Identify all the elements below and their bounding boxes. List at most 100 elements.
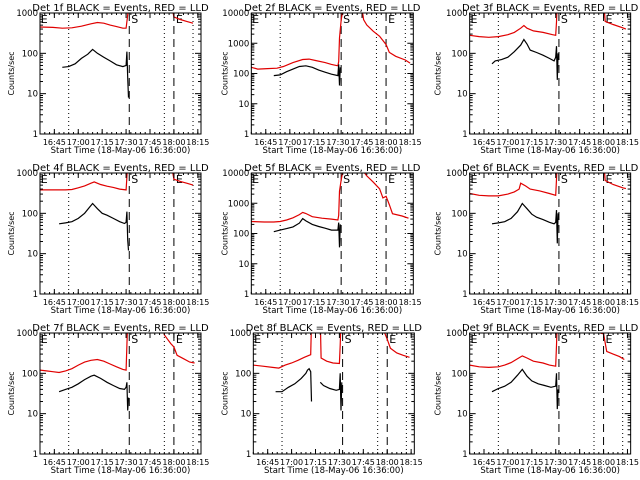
x-tick-label: 18:00 [592,458,615,467]
events-series-line [491,202,559,244]
marker-label: S [131,333,138,346]
y-tick-label: 100 [235,369,251,379]
y-axis-label: Counts/sec [220,51,229,95]
y-tick-label: 10 [27,90,38,100]
plot-frame [250,12,414,135]
x-axis-label: Start Time (18-May-06 16:36:00) [262,306,402,316]
lld-series-line [251,13,343,70]
x-tick-label: 17:30 [326,298,349,307]
marker-label: E [606,173,613,186]
x-tick-label: 17:15 [302,298,325,307]
chart-panel-5: Det 5f BLACK = Events, RED = LLD Start Ti… [220,163,421,316]
x-tick-label: 17:30 [544,298,567,307]
chart-title: Det 3f BLACK = Events, RED = LLD [462,3,639,14]
x-tick-label: 17:15 [91,298,114,307]
x-tick-label: 17:45 [568,458,591,467]
x-axis-label: Start Time (18-May-06 16:36:00) [51,466,191,476]
x-tick-label: 17:30 [115,138,138,147]
x-tick-label: 18:15 [186,138,209,147]
y-tick-label: 1 [244,290,249,300]
x-tick-label: 17:45 [138,458,161,467]
marker-label: E [176,173,183,186]
x-axis-label: Start Time (18-May-06 16:36:00) [51,306,191,316]
y-tick-label: 1000 [230,329,252,339]
lld-series-line [599,333,625,361]
x-tick-label: 17:30 [328,458,351,467]
x-tick-label: 17:15 [520,458,543,467]
x-tick-label: 17:45 [352,458,375,467]
x-tick-label: 18:00 [375,138,398,147]
lld-series-line [172,13,194,24]
x-tick-label: 17:00 [67,138,90,147]
x-tick-label: 17:00 [278,298,301,307]
x-tick-label: 18:00 [162,298,185,307]
y-tick-label: 10 [241,410,252,420]
events-series-line [59,202,130,251]
x-axis-label: Start Time (18-May-06 16:36:00) [262,146,402,156]
marker-label: E [41,333,48,346]
chart-title: Det 6f BLACK = Events, RED = LLD [462,163,639,174]
marker-label: E [606,333,613,346]
lld-series-line [469,333,558,369]
x-tick-label: 17:00 [67,458,90,467]
y-axis-label: Counts/sec [7,211,16,255]
marker-label: E [470,333,477,346]
plot-frame [469,332,632,455]
x-tick-label: 17:30 [326,138,349,147]
events-series-line [58,374,130,411]
x-tick-label: 16:45 [43,138,66,147]
events-series-line [491,38,559,80]
x-tick-label: 18:00 [376,458,399,467]
y-axis-label: Counts/sec [220,371,229,415]
marker-label: E [176,333,183,346]
marker-label: S [131,173,138,186]
events-series-line [319,373,343,411]
y-tick-label: 1000 [16,169,38,179]
marker-label: S [561,13,568,26]
x-tick-label: 17:15 [520,138,543,147]
marker-label: S [343,13,350,26]
y-tick-label: 1000 [228,39,250,49]
x-tick-label: 17:30 [115,458,138,467]
marker-label: S [345,333,352,346]
lld-series-line [362,13,411,64]
y-tick-label: 100 [451,49,467,59]
lld-series-line [251,173,344,223]
x-tick-label: 17:15 [302,138,325,147]
x-tick-label: 17:15 [520,298,543,307]
plot-frame [39,172,202,295]
x-tick-label: 18:15 [616,458,639,467]
x-tick-label: 16:45 [254,298,277,307]
y-tick-label: 10 [239,100,250,110]
x-tick-label: 17:45 [568,138,591,147]
x-tick-label: 17:00 [280,458,303,467]
x-tick-label: 18:15 [186,298,209,307]
lld-series-line [40,333,128,374]
lld-series-line [163,333,195,364]
y-tick-label: 10 [457,250,468,260]
y-tick-label: 1 [33,130,38,140]
marker-label: S [561,333,568,346]
x-tick-label: 17:00 [496,138,519,147]
x-tick-label: 16:45 [472,138,495,147]
y-axis-label: Counts/sec [434,211,443,255]
x-axis-label: Start Time (18-May-06 16:36:00) [480,146,620,156]
lld-series-line [603,13,627,30]
y-tick-label: 10 [27,410,38,420]
events-series-line [273,217,341,248]
marker-label: S [343,173,350,186]
y-tick-label: 1 [33,450,38,460]
x-tick-label: 17:45 [350,298,373,307]
marker-label: E [470,173,477,186]
marker-label: E [254,333,261,346]
x-tick-label: 17:15 [91,458,114,467]
lld-series-line [603,173,627,190]
plot-frame [469,172,632,295]
x-tick-label: 18:15 [616,138,639,147]
y-tick-label: 10 [239,260,250,270]
y-tick-label: 1 [33,290,38,300]
x-tick-label: 16:45 [43,458,66,467]
x-tick-label: 16:45 [472,298,495,307]
y-tick-label: 1000 [228,199,250,209]
